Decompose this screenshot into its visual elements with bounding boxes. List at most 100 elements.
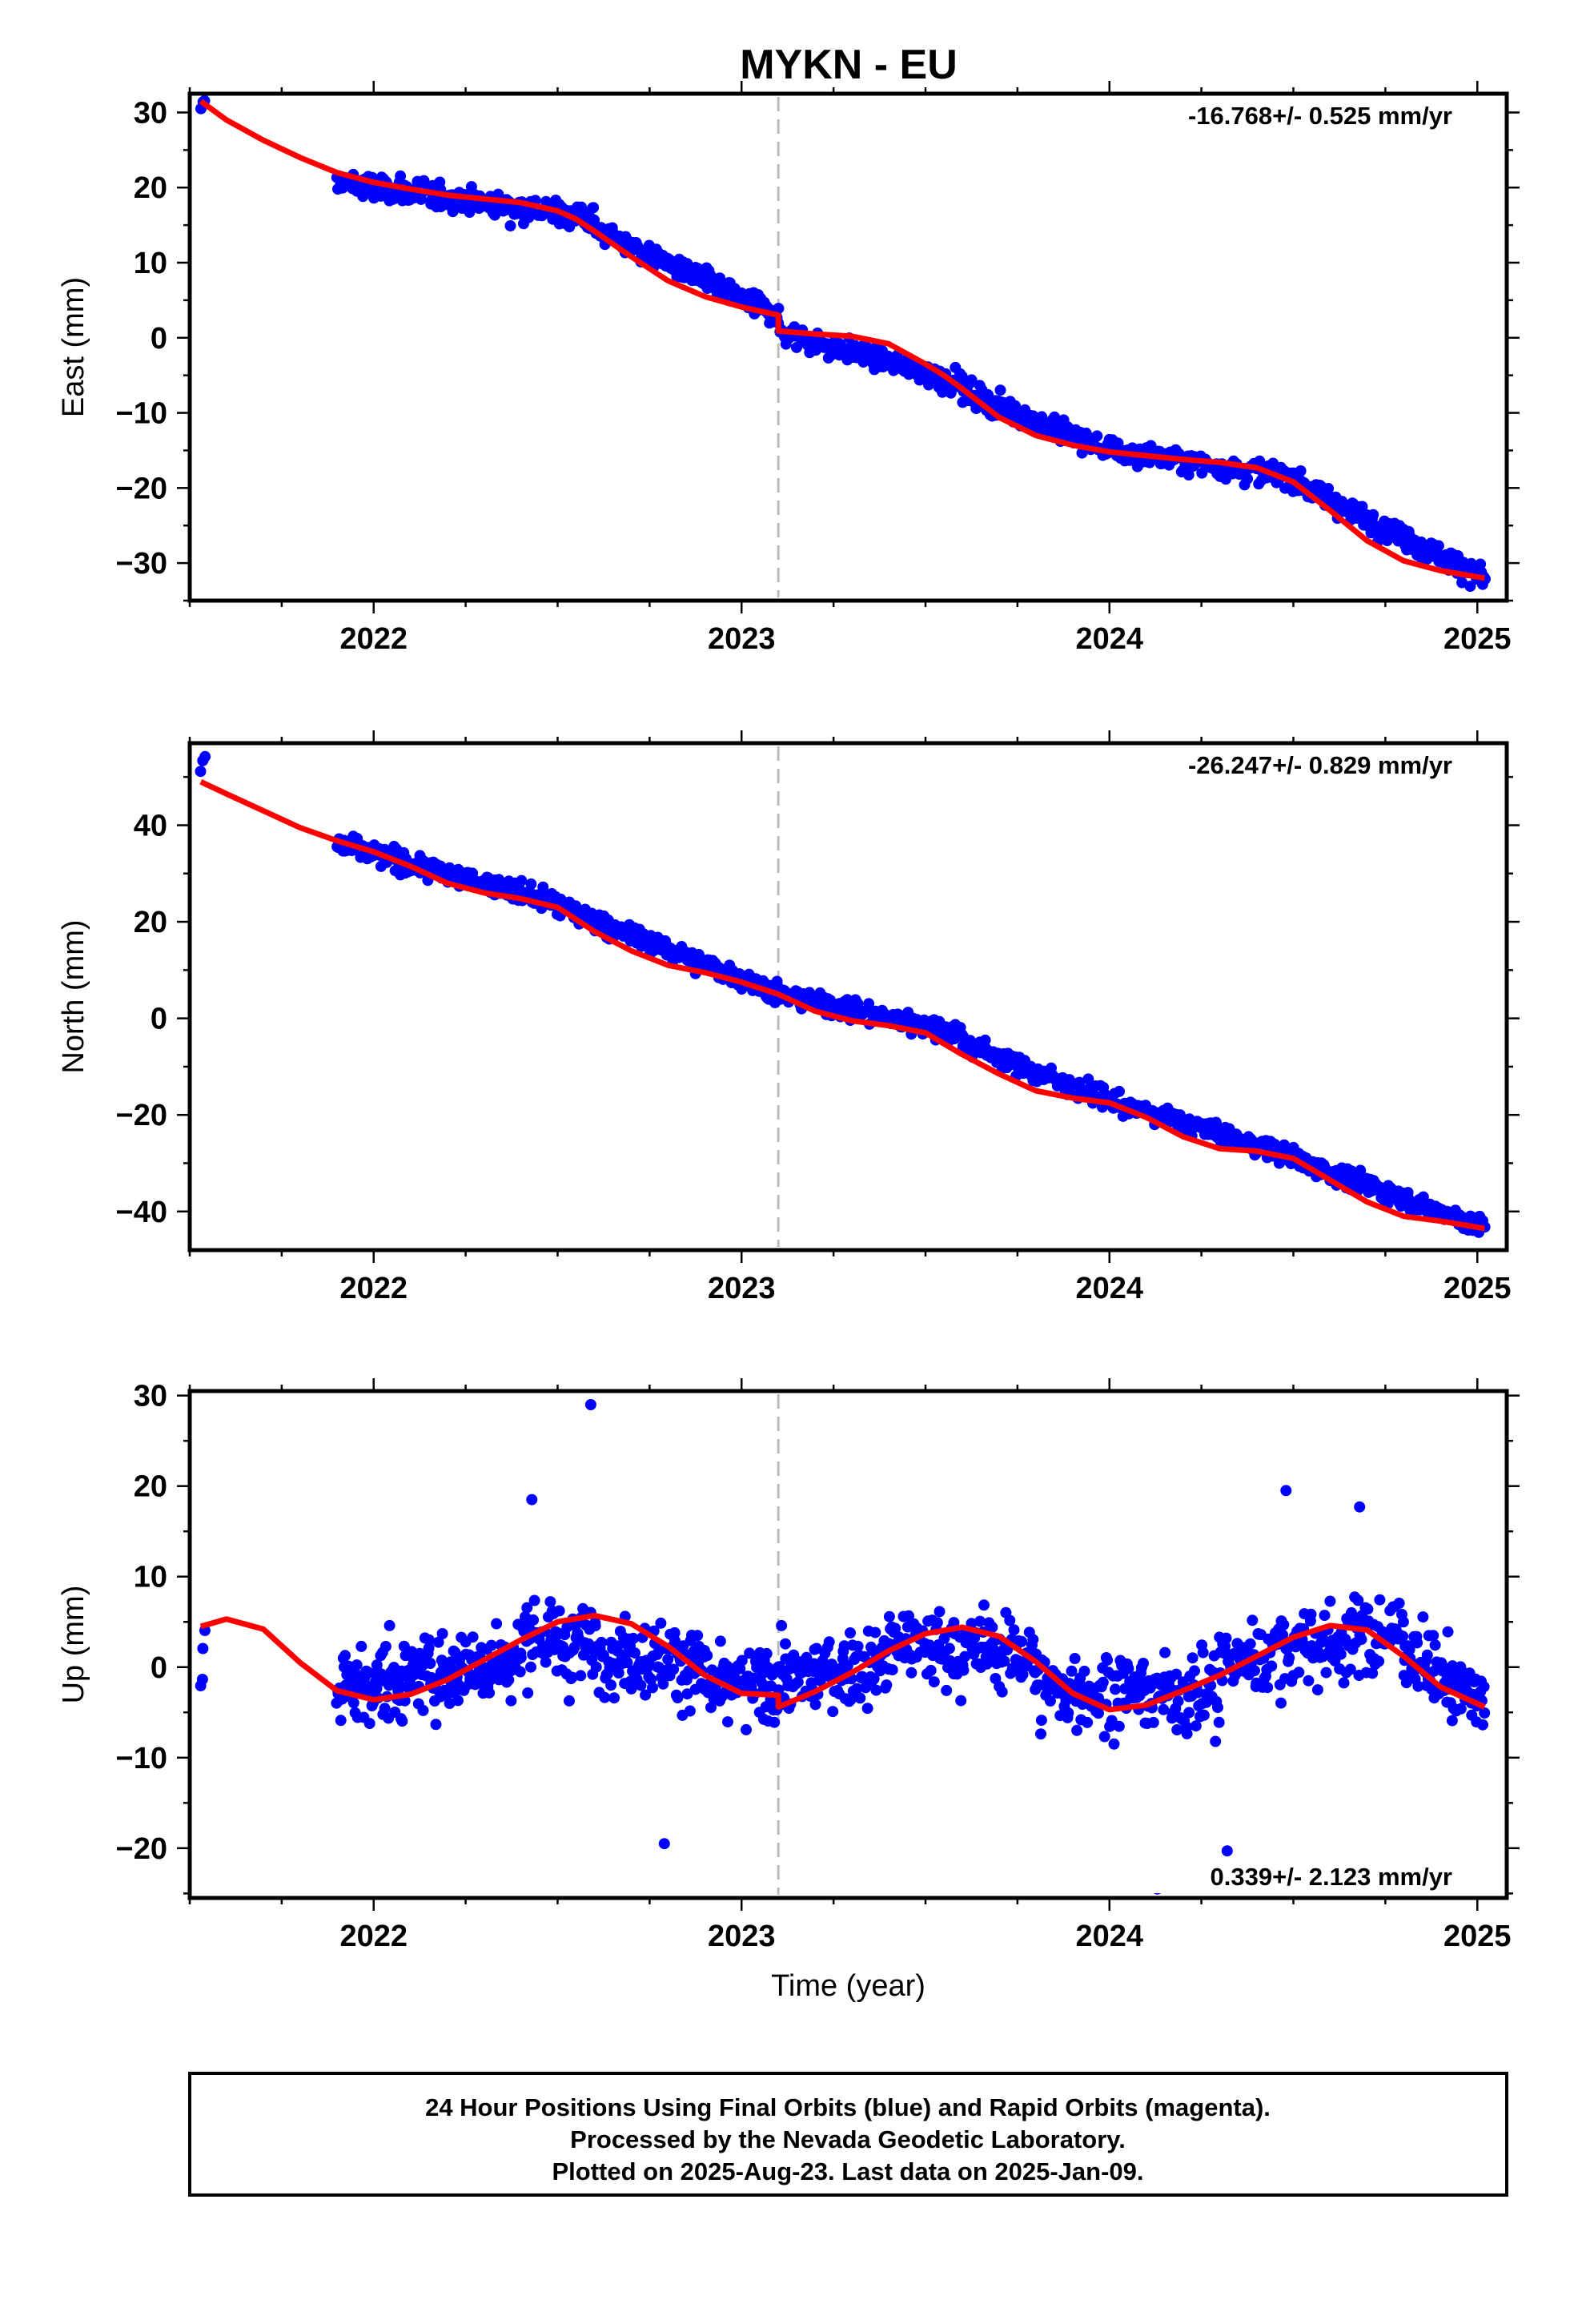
up-point [669,1634,681,1647]
east-y-tick-label: −10 [116,397,167,431]
up-point [1172,1695,1184,1707]
footer-line-1: 24 Hour Positions Using Final Orbits (bl… [425,2093,1271,2121]
up-point [514,1666,526,1678]
up-point [599,1691,611,1703]
up-point [503,1674,515,1686]
up-point [1097,1676,1109,1688]
up-point [974,1615,986,1627]
up-point [681,1688,693,1700]
up-point [776,1619,788,1631]
up-frame [187,1389,1509,1900]
east-point [395,170,407,182]
up-point [424,1658,436,1669]
up-point [525,1661,536,1673]
up-point [417,1704,429,1716]
up-point [1108,1738,1120,1750]
up-point [1403,1643,1415,1655]
up-x-axis-label: Time (year) [771,1969,926,2003]
up-point [568,1641,580,1653]
up-point [934,1606,946,1618]
up-point [883,1610,895,1622]
north-point [199,750,211,762]
up-point [197,1642,209,1655]
footer-frame [188,2072,1508,2197]
north-rate-label: -26.247+/- 0.829 mm/yr [1188,751,1452,779]
up-point [1427,1630,1439,1642]
up-point [761,1647,773,1659]
up-point [681,1674,693,1686]
east-rate-label: -16.768+/- 0.525 mm/yr [1188,102,1452,130]
up-y-tick-label: 10 [134,1561,167,1594]
up-point [810,1642,822,1655]
up-point [1247,1614,1259,1626]
up-point [363,1718,375,1730]
up-point [684,1705,696,1717]
up-point [522,1687,534,1699]
east-y-tick-label: 10 [134,247,167,280]
up-point [1171,1724,1183,1735]
up-point [1324,1595,1336,1607]
up-point [521,1602,533,1614]
north-y-tick-label: −20 [116,1099,167,1132]
east-point [1242,472,1254,485]
east-point [588,202,600,214]
up-point [404,1681,416,1693]
up-point [596,1636,608,1648]
up-rate-background [1130,1858,1459,1893]
up-point [484,1687,496,1699]
up-point [1249,1665,1260,1677]
east-y-tick-label: 20 [134,171,167,205]
up-point [1110,1683,1121,1695]
east-x-tick-label: 2022 [339,622,408,656]
up-point [621,1657,633,1669]
up-point [1004,1614,1016,1626]
east-point [791,341,802,353]
up-point [544,1596,556,1608]
up-point [1102,1654,1114,1666]
up-point [854,1692,866,1704]
up-point [1113,1720,1125,1732]
up-point [996,1686,1008,1698]
up-point [515,1647,527,1659]
up-point [1210,1735,1222,1747]
up-point [1066,1665,1078,1677]
up-point [640,1689,652,1701]
east-x-tick-label: 2025 [1443,622,1512,656]
up-point [1446,1715,1458,1727]
up-point [943,1642,955,1655]
up-point [1303,1675,1315,1687]
up-point [1186,1652,1199,1664]
east-point [937,386,949,398]
up-point [1293,1667,1305,1679]
up-point [589,1620,601,1632]
up-point [424,1634,435,1646]
north-x-tick-label: 2024 [1075,1272,1143,1305]
up-point [1479,1707,1491,1719]
up-point [958,1664,970,1676]
up-point [931,1617,943,1629]
up-point [629,1647,640,1659]
up-point [851,1683,863,1695]
east-point [773,303,785,315]
up-point [1367,1667,1379,1679]
east-point [1432,540,1444,552]
up-point [396,1715,408,1727]
up-point [379,1641,391,1652]
up-point [505,1695,517,1707]
up-point [432,1636,444,1648]
north-panel: 2022 2023 2024 2025 40 20 0 −20 −40 North (mm) -26… [57,730,1520,1305]
east-x-tick-label: 2023 [708,622,776,656]
up-point [564,1695,575,1707]
up-point [355,1640,367,1652]
north-frame [187,741,1509,1252]
up-point [1362,1603,1374,1615]
up-point [1411,1637,1423,1649]
north-point [1082,1073,1094,1085]
up-point [986,1622,998,1633]
east-point [1367,509,1379,521]
east-point [956,371,968,383]
east-y-tick-label: 30 [134,96,167,130]
up-point [744,1647,756,1659]
up-y-tick-label: −10 [116,1742,167,1775]
